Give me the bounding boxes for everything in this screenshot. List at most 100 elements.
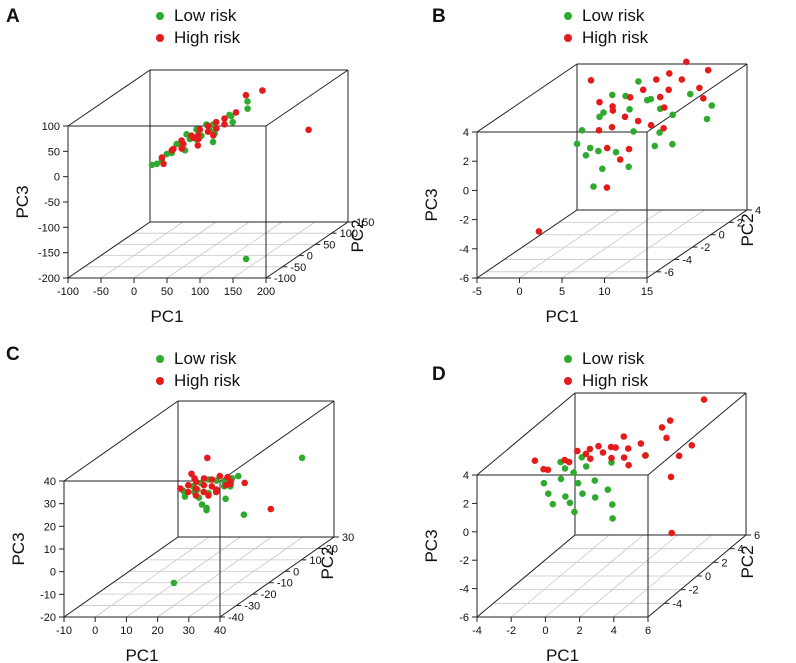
z-tick-label: 2	[463, 498, 469, 510]
data-point	[195, 135, 202, 143]
data-point	[565, 458, 573, 466]
data-point	[148, 161, 156, 169]
data-point	[196, 126, 204, 133]
y-tick-label: 2	[737, 217, 743, 229]
z-tick-label: 2	[463, 156, 469, 168]
data-point	[184, 488, 192, 496]
box-edge	[219, 400, 335, 482]
data-point	[212, 118, 220, 126]
legend-marker-low	[564, 355, 572, 363]
data-point	[599, 165, 606, 173]
data-point	[626, 106, 633, 113]
data-point	[590, 183, 597, 190]
z-tick-label: -50	[44, 197, 60, 209]
data-point	[244, 98, 251, 105]
data-point	[561, 465, 569, 472]
legend-label: Low risk	[582, 6, 645, 25]
data-point	[240, 511, 248, 518]
legend-marker-low	[156, 12, 164, 20]
x-tick-label: -2	[506, 625, 516, 637]
data-point	[663, 434, 670, 442]
data-point	[586, 445, 594, 453]
data-point	[579, 490, 586, 498]
series-low-risk	[148, 98, 251, 263]
legend-label: Low risk	[582, 349, 645, 368]
data-point	[621, 113, 629, 121]
legend: Low risk High risk	[156, 349, 241, 390]
x-tick-label: 0	[516, 286, 522, 298]
y-tick-label: 4	[738, 544, 744, 556]
data-point	[666, 70, 673, 77]
data-point	[208, 476, 216, 483]
grid-line-x	[519, 209, 620, 279]
data-point	[549, 500, 557, 508]
data-point	[582, 450, 590, 458]
z-tick-label: 50	[48, 146, 60, 158]
data-point	[298, 454, 306, 462]
data-point	[683, 58, 690, 66]
y-tick-label: -6	[664, 267, 674, 279]
data-point	[609, 515, 616, 522]
data-point	[620, 433, 628, 440]
data-point	[170, 145, 177, 153]
y-tick-label: -4	[672, 598, 682, 610]
data-point	[626, 94, 634, 101]
box-edge	[67, 69, 151, 127]
data-point	[620, 454, 628, 461]
z-tick-label: 40	[44, 476, 56, 488]
data-point	[656, 93, 664, 101]
y-axis-title: PC2	[738, 545, 757, 578]
grid-line-x	[188, 536, 304, 618]
y-tick-label: -20	[261, 589, 277, 601]
data-point	[656, 129, 663, 136]
data-point	[244, 105, 251, 112]
x-tick-label: 0	[542, 625, 548, 637]
data-point	[651, 142, 659, 150]
z-tick-label: -150	[38, 248, 60, 260]
grid-line-x	[561, 209, 663, 279]
y-axis-title: PC2	[318, 546, 337, 579]
y-tick-label: 0	[293, 566, 299, 578]
legend-marker-high	[156, 377, 164, 385]
z-tick-label: -20	[40, 612, 56, 624]
data-point	[241, 479, 248, 487]
x-axis-title: PC1	[125, 646, 158, 663]
data-point	[668, 529, 675, 537]
x-tick-label: 30	[183, 625, 195, 637]
x-tick-label: -4	[472, 625, 482, 637]
x-tick-label: 200	[257, 286, 275, 298]
data-point	[642, 452, 649, 459]
data-point	[582, 463, 590, 470]
z-tick-label: 100	[42, 121, 60, 133]
z-axis-title: PC3	[422, 529, 441, 562]
data-point	[635, 78, 642, 85]
data-point	[221, 121, 228, 128]
data-point	[185, 481, 192, 489]
y-tick-label: 4	[755, 205, 761, 217]
data-point	[647, 121, 655, 129]
data-point	[227, 480, 234, 488]
data-point	[227, 112, 235, 120]
y-tick-label: 0	[705, 571, 711, 583]
data-point	[566, 499, 574, 507]
data-point	[587, 77, 595, 84]
data-point	[625, 461, 632, 469]
y-tick-label: -30	[244, 601, 260, 613]
x-tick-label: 50	[161, 286, 173, 298]
data-point	[200, 481, 208, 489]
data-point	[204, 122, 212, 130]
series-low-risk	[573, 78, 716, 190]
z-tick-label: 0	[50, 567, 56, 579]
y-tick-label: 30	[342, 532, 354, 544]
data-point	[666, 417, 674, 424]
legend-marker-high	[564, 34, 572, 42]
y-axis-title: PC2	[738, 213, 757, 246]
data-point	[600, 109, 607, 116]
y-tick-label: 10	[309, 555, 321, 567]
panel-letter: B	[432, 6, 446, 27]
x-tick-label: 15	[641, 286, 653, 298]
y-tick-label: -100	[274, 273, 296, 285]
data-point	[221, 115, 228, 122]
